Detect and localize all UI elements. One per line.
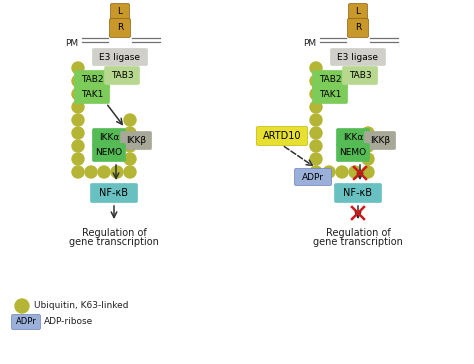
FancyBboxPatch shape bbox=[294, 169, 331, 186]
Circle shape bbox=[310, 114, 322, 126]
FancyBboxPatch shape bbox=[109, 19, 130, 37]
Text: NEMO: NEMO bbox=[95, 148, 123, 157]
FancyBboxPatch shape bbox=[337, 128, 370, 146]
Circle shape bbox=[310, 101, 322, 113]
FancyBboxPatch shape bbox=[120, 131, 152, 150]
FancyBboxPatch shape bbox=[312, 71, 347, 88]
Circle shape bbox=[72, 153, 84, 165]
FancyBboxPatch shape bbox=[74, 86, 109, 103]
FancyBboxPatch shape bbox=[256, 127, 308, 146]
Circle shape bbox=[124, 153, 136, 165]
Text: E3 ligase: E3 ligase bbox=[337, 52, 379, 62]
Circle shape bbox=[362, 166, 374, 178]
Text: Regulation of: Regulation of bbox=[326, 228, 391, 238]
Text: PM: PM bbox=[303, 40, 316, 48]
Circle shape bbox=[362, 153, 374, 165]
Circle shape bbox=[323, 166, 335, 178]
Circle shape bbox=[336, 166, 348, 178]
FancyBboxPatch shape bbox=[365, 131, 395, 150]
Circle shape bbox=[98, 166, 110, 178]
Text: Regulation of: Regulation of bbox=[82, 228, 146, 238]
Circle shape bbox=[72, 62, 84, 74]
Circle shape bbox=[124, 114, 136, 126]
Text: PM: PM bbox=[65, 40, 78, 48]
Text: NF-κB: NF-κB bbox=[100, 188, 128, 198]
Text: NEMO: NEMO bbox=[339, 148, 366, 157]
Circle shape bbox=[310, 140, 322, 152]
FancyBboxPatch shape bbox=[348, 4, 367, 20]
Circle shape bbox=[310, 166, 322, 178]
FancyBboxPatch shape bbox=[312, 86, 347, 103]
Circle shape bbox=[362, 140, 374, 152]
FancyBboxPatch shape bbox=[343, 67, 377, 84]
Text: ADPr: ADPr bbox=[16, 317, 36, 327]
Text: ADP-ribose: ADP-ribose bbox=[44, 317, 93, 327]
FancyBboxPatch shape bbox=[337, 143, 370, 162]
Text: E3 ligase: E3 ligase bbox=[100, 52, 140, 62]
Text: R: R bbox=[117, 24, 123, 32]
Text: L: L bbox=[118, 8, 122, 16]
FancyBboxPatch shape bbox=[11, 314, 40, 329]
Circle shape bbox=[72, 114, 84, 126]
FancyBboxPatch shape bbox=[74, 71, 109, 88]
Circle shape bbox=[15, 299, 29, 313]
Circle shape bbox=[310, 62, 322, 74]
FancyBboxPatch shape bbox=[91, 183, 137, 202]
Text: L: L bbox=[356, 8, 361, 16]
Text: TAK1: TAK1 bbox=[81, 90, 103, 99]
Circle shape bbox=[72, 75, 84, 87]
Circle shape bbox=[72, 140, 84, 152]
FancyBboxPatch shape bbox=[104, 67, 139, 84]
Text: NF-κB: NF-κB bbox=[344, 188, 373, 198]
Circle shape bbox=[85, 166, 97, 178]
Circle shape bbox=[124, 166, 136, 178]
Circle shape bbox=[124, 127, 136, 139]
Circle shape bbox=[349, 166, 361, 178]
Text: Ubiquitin, K63-linked: Ubiquitin, K63-linked bbox=[34, 301, 128, 310]
Text: R: R bbox=[355, 24, 361, 32]
Circle shape bbox=[124, 140, 136, 152]
Text: TAB3: TAB3 bbox=[111, 71, 133, 80]
Circle shape bbox=[310, 153, 322, 165]
Text: TAB2: TAB2 bbox=[319, 75, 341, 84]
Text: TAB3: TAB3 bbox=[349, 71, 371, 80]
FancyBboxPatch shape bbox=[335, 183, 382, 202]
Circle shape bbox=[72, 88, 84, 100]
Circle shape bbox=[72, 166, 84, 178]
Circle shape bbox=[111, 166, 123, 178]
Text: IKKα: IKKα bbox=[99, 133, 119, 142]
Text: TAB2: TAB2 bbox=[81, 75, 103, 84]
FancyBboxPatch shape bbox=[330, 48, 385, 66]
Circle shape bbox=[310, 75, 322, 87]
Text: gene transcription: gene transcription bbox=[69, 237, 159, 247]
Circle shape bbox=[72, 101, 84, 113]
FancyBboxPatch shape bbox=[92, 143, 126, 162]
Text: gene transcription: gene transcription bbox=[313, 237, 403, 247]
Circle shape bbox=[72, 127, 84, 139]
FancyBboxPatch shape bbox=[92, 128, 126, 146]
FancyBboxPatch shape bbox=[92, 48, 147, 66]
FancyBboxPatch shape bbox=[110, 4, 129, 20]
Text: TAK1: TAK1 bbox=[319, 90, 341, 99]
Circle shape bbox=[310, 88, 322, 100]
Circle shape bbox=[362, 127, 374, 139]
Text: ADPr: ADPr bbox=[302, 173, 324, 182]
Text: IKKβ: IKKβ bbox=[126, 136, 146, 145]
Text: IKKβ: IKKβ bbox=[370, 136, 390, 145]
FancyBboxPatch shape bbox=[347, 19, 368, 37]
Text: IKKα: IKKα bbox=[343, 133, 363, 142]
Circle shape bbox=[310, 127, 322, 139]
Text: ARTD10: ARTD10 bbox=[263, 131, 301, 141]
